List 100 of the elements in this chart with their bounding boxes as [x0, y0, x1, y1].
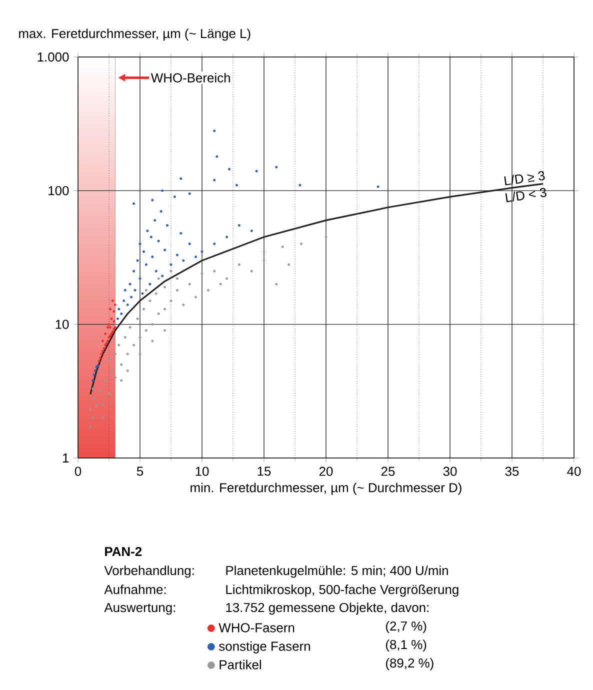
point	[142, 250, 146, 253]
legend-label: Partikel	[220, 660, 261, 670]
point	[132, 202, 136, 205]
x-tick-label: 5	[136, 466, 144, 476]
point	[108, 358, 110, 360]
point	[144, 263, 148, 266]
point	[213, 130, 216, 132]
point	[170, 300, 172, 302]
annotation: L/D ≥ 3	[504, 171, 545, 186]
annotation: L/D < 3	[505, 188, 546, 202]
point	[105, 342, 108, 345]
point	[154, 270, 158, 272]
y-tick-label: 100	[48, 186, 69, 196]
point	[151, 323, 154, 326]
point	[170, 270, 172, 272]
point	[116, 318, 119, 320]
point	[275, 282, 278, 286]
text: PAN-2	[105, 546, 142, 556]
point	[95, 404, 98, 406]
point	[120, 312, 123, 316]
point	[118, 344, 120, 346]
point	[206, 288, 210, 292]
annotation: WHO-Bereich	[150, 72, 230, 82]
x-tick-label: 30	[443, 466, 457, 476]
point	[94, 369, 97, 372]
point	[132, 344, 136, 346]
point	[112, 320, 116, 323]
point	[128, 282, 132, 286]
x-tick-label: 40	[567, 466, 581, 476]
point	[104, 344, 107, 346]
point	[164, 248, 166, 252]
point	[110, 369, 113, 372]
point	[182, 304, 185, 306]
point	[154, 219, 156, 222]
point	[138, 336, 142, 339]
point	[194, 296, 198, 298]
point	[136, 259, 139, 262]
point	[114, 376, 116, 379]
point	[255, 170, 258, 172]
point	[108, 336, 110, 339]
point	[298, 184, 302, 186]
point	[324, 236, 328, 238]
point	[134, 288, 136, 292]
point	[176, 277, 178, 280]
point	[180, 177, 182, 180]
point	[108, 326, 112, 329]
point	[164, 329, 166, 332]
point	[99, 356, 102, 360]
point	[157, 277, 160, 280]
text: Auswertung:	[104, 603, 176, 615]
point	[142, 308, 146, 310]
y-tick-label: 1	[63, 454, 69, 462]
text: (2,7 %)	[386, 621, 426, 634]
point	[176, 254, 178, 256]
x-tick-label: 25	[381, 466, 395, 476]
point	[235, 184, 238, 186]
legend-label: WHO-Fasern	[218, 623, 294, 632]
point	[126, 304, 129, 306]
point	[226, 236, 228, 238]
point	[213, 270, 216, 272]
point	[238, 263, 240, 266]
point	[111, 300, 114, 302]
x-tick-label: 0	[74, 466, 82, 476]
point	[166, 224, 169, 227]
point	[92, 379, 94, 382]
point	[151, 256, 154, 258]
point	[161, 189, 164, 192]
point	[102, 347, 106, 350]
point	[92, 396, 96, 400]
point	[89, 408, 92, 411]
x-tick-label: 15	[258, 466, 271, 476]
text: (8,1 %)	[386, 640, 426, 652]
text: 13.752 gemessene Objekte, davon:	[226, 602, 428, 615]
x-tick-label: 35	[505, 466, 519, 476]
point	[141, 292, 144, 295]
legend-label: sonstige Fasern	[219, 641, 310, 654]
point	[157, 312, 160, 316]
text: (89,2 %)	[386, 658, 434, 670]
point	[106, 340, 110, 342]
point	[120, 363, 123, 366]
point	[194, 256, 198, 258]
point	[200, 272, 204, 275]
point	[112, 310, 116, 313]
point	[96, 364, 100, 368]
point	[275, 166, 278, 168]
point	[102, 416, 104, 420]
point	[89, 426, 92, 428]
point	[136, 318, 139, 320]
point	[176, 288, 178, 292]
point	[124, 288, 126, 292]
point	[216, 155, 218, 158]
x-axis-title: min. Feretdurchmesser, µm (~ Durchmesser D)	[190, 482, 462, 495]
point	[128, 326, 132, 329]
point	[164, 308, 166, 310]
point	[92, 416, 94, 420]
point	[151, 198, 154, 202]
point	[148, 300, 152, 302]
point	[262, 250, 266, 253]
point	[180, 232, 182, 235]
point	[114, 326, 116, 329]
